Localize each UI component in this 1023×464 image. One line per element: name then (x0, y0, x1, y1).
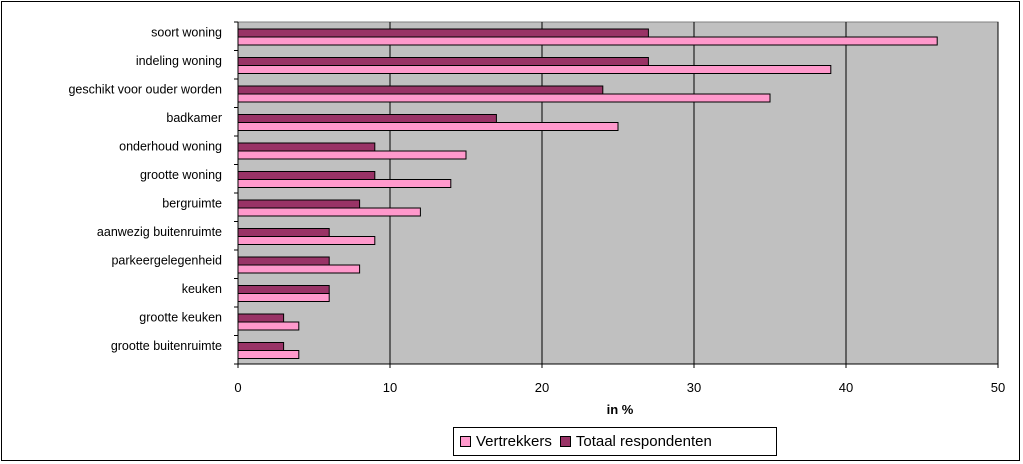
bar-vertrekkers (237, 207, 421, 217)
category-label: grootte buitenruimte (111, 339, 222, 353)
legend: Vertrekkers Totaal respondenten (453, 427, 777, 456)
bar-vertrekkers (237, 150, 467, 160)
bar-totaal-respondenten (237, 171, 376, 180)
bar-vertrekkers (237, 321, 300, 331)
category-label: soort woning (151, 25, 222, 39)
legend-item-vertrekkers: Vertrekkers (460, 433, 552, 450)
bar-vertrekkers (237, 350, 300, 359)
bar-totaal-respondenten (237, 142, 376, 152)
bar-totaal-respondenten (237, 28, 649, 38)
bar-totaal-respondenten (237, 85, 604, 95)
legend-label-totaal-respondenten: Totaal respondenten (575, 433, 712, 450)
bar-totaal-respondenten (237, 228, 330, 237)
legend-swatch-totaal-respondenten (559, 436, 571, 447)
x-tick-label: 20 (535, 380, 549, 395)
bar-totaal-respondenten (237, 342, 285, 351)
category-label: indeling woning (136, 54, 222, 68)
bar-totaal-respondenten (237, 285, 330, 294)
axes (234, 21, 999, 368)
bar-vertrekkers (237, 293, 330, 302)
bar-vertrekkers (237, 93, 771, 103)
bar-vertrekkers (237, 65, 832, 74)
bar-totaal-respondenten (237, 57, 649, 66)
category-label: geschikt voor ouder worden (68, 82, 222, 96)
category-label: grootte keuken (139, 310, 222, 324)
bar-totaal-respondenten (237, 313, 285, 323)
x-tick-label: 40 (839, 380, 853, 395)
bar-totaal-respondenten (237, 114, 497, 123)
x-tick-label: 50 (991, 380, 1005, 395)
x-axis-title: in % (607, 402, 634, 417)
category-label: badkamer (166, 111, 222, 125)
x-tick-labels: 0 10 20 30 40 50 (234, 380, 1005, 395)
bar-vertrekkers (237, 36, 938, 46)
bar-vertrekkers (237, 179, 452, 188)
category-label: aanwezig buitenruimte (97, 225, 222, 239)
legend-item-totaal-respondenten: Totaal respondenten (559, 433, 712, 450)
legend-swatch-vertrekkers (460, 436, 471, 447)
bars (237, 28, 938, 359)
category-labels: soort woning indeling woning geschikt voor… (68, 25, 222, 353)
plot-area (237, 21, 999, 365)
category-label: bergruimte (162, 196, 222, 210)
x-tick-label: 10 (383, 380, 397, 395)
category-label: parkeergelegenheid (111, 253, 222, 267)
x-tick-label: 0 (234, 380, 241, 395)
x-tick-label: 30 (687, 380, 701, 395)
legend-label-vertrekkers: Vertrekkers (476, 433, 552, 450)
bar-vertrekkers (237, 236, 376, 245)
bar-vertrekkers (237, 264, 361, 274)
bar-totaal-respondenten (237, 256, 330, 266)
bar-totaal-respondenten (237, 199, 361, 209)
category-label: onderhoud woning (119, 139, 222, 153)
category-label: grootte woning (140, 168, 222, 182)
category-label: keuken (182, 282, 222, 296)
grid-lines (389, 22, 999, 364)
bar-vertrekkers (237, 122, 619, 131)
